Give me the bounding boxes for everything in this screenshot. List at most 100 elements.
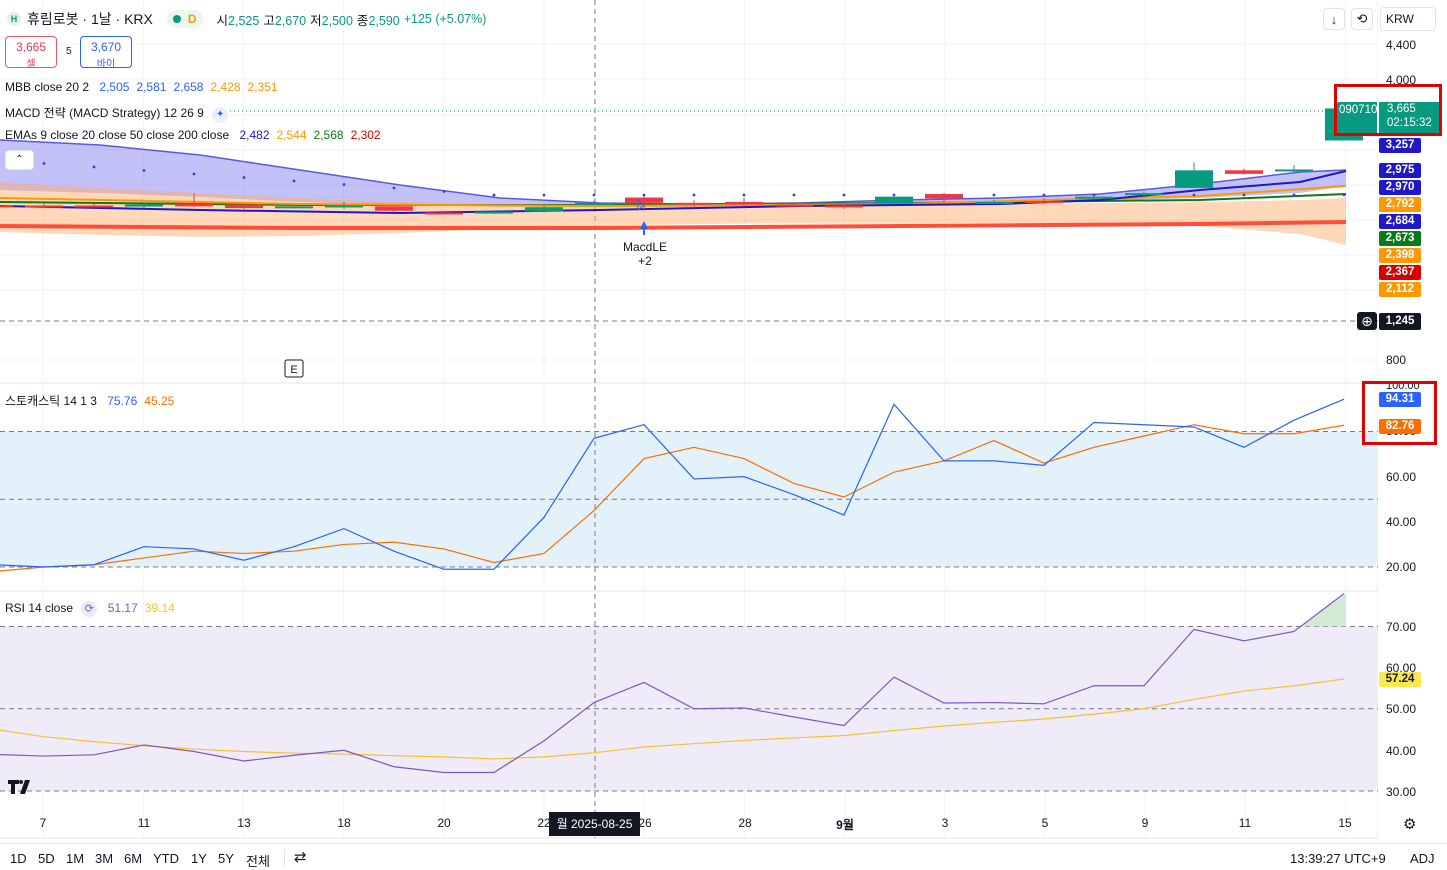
candle-body bbox=[25, 205, 63, 208]
symbol-code-label: 090710 bbox=[1339, 104, 1378, 116]
indicator-price-label: 2,673 bbox=[1379, 231, 1421, 246]
candle-body bbox=[375, 206, 413, 211]
time-tick: 28 bbox=[738, 816, 752, 830]
mbb-dot bbox=[1192, 193, 1196, 197]
buy-signal-arrow-icon bbox=[640, 221, 648, 235]
range-button-전체[interactable]: 전체 bbox=[246, 854, 270, 869]
sell-button[interactable]: 3,665 셀 bbox=[5, 36, 57, 70]
mbb-dot bbox=[1242, 193, 1246, 197]
legend-macd[interactable]: MACD 전략 (MACD Strategy) 12 26 9 ✦ bbox=[5, 104, 229, 123]
price-tick: 4,000 bbox=[1386, 73, 1417, 87]
time-tick: 11 bbox=[137, 816, 151, 830]
range-button-3M[interactable]: 3M bbox=[95, 851, 114, 866]
ohlc-value: 2,590 bbox=[368, 13, 400, 28]
candle-body bbox=[875, 196, 913, 204]
legend-mbb-values: 2,505 2,581 2,658 2,428 2,351 bbox=[92, 80, 277, 94]
mbb-dot bbox=[1342, 193, 1346, 197]
indicator-price-label: 2,112 bbox=[1379, 282, 1421, 297]
legend-value: 39.14 bbox=[144, 601, 175, 615]
range-button-6M[interactable]: 6M bbox=[124, 851, 143, 866]
legend-emas[interactable]: EMAs 9 close 20 close 50 close 200 close… bbox=[5, 128, 381, 142]
date-range-icon[interactable]: ⇄ bbox=[294, 849, 307, 866]
range-button-1Y[interactable]: 1Y bbox=[191, 851, 207, 866]
refresh-icon[interactable]: ⟳ bbox=[81, 601, 98, 617]
ema-200-line bbox=[0, 220, 1347, 230]
ohlc-values: 시2,525 고2,670 저2,500 종2,590 bbox=[217, 10, 404, 29]
time-tick: 26 bbox=[638, 816, 652, 830]
mbb-dot bbox=[392, 186, 396, 190]
stoch-d-label: 82.76 bbox=[1379, 419, 1421, 434]
stoch-tick: 20.00 bbox=[1386, 560, 1417, 574]
add-alert-icon[interactable]: ⊕ bbox=[1357, 312, 1377, 330]
mbb-dot bbox=[742, 193, 746, 197]
mbb-dot bbox=[592, 193, 596, 197]
range-button-1M[interactable]: 1M bbox=[66, 851, 85, 866]
chart-canvas[interactable]: MacdLE+2 E bbox=[0, 0, 1378, 840]
adj-toggle[interactable]: ADJ bbox=[1410, 851, 1435, 866]
ohlc-value: 2,500 bbox=[321, 13, 353, 28]
legend-value: 2,568 bbox=[313, 128, 344, 142]
ohlc-value: 2,525 bbox=[228, 13, 260, 28]
indicator-price-label: 2,684 bbox=[1379, 214, 1421, 229]
legend-stochastic[interactable]: 스토캐스틱 14 1 3 75.76 45.25 bbox=[5, 392, 174, 409]
ohlc-label: 저 bbox=[310, 13, 322, 28]
sell-label: 셀 bbox=[26, 59, 36, 70]
legend-value: 2,658 bbox=[173, 80, 204, 94]
mbb-dot bbox=[342, 183, 346, 186]
legend-macd-title: MACD 전략 (MACD Strategy) 12 26 9 bbox=[5, 106, 204, 120]
sell-price: 3,665 bbox=[15, 40, 47, 54]
earnings-marker[interactable] bbox=[284, 359, 304, 378]
chart-settings-icon[interactable]: ⚙ bbox=[1403, 816, 1417, 833]
time-tick: 9 bbox=[1141, 816, 1149, 830]
mbb-dot bbox=[492, 193, 496, 197]
legend-emas-values: 2,482 2,544 2,568 2,302 bbox=[232, 128, 380, 142]
symbol-title[interactable]: 휴림로봇 · 1날 · KRX bbox=[27, 11, 153, 27]
range-button-YTD[interactable]: YTD bbox=[153, 851, 179, 866]
candle-body bbox=[825, 205, 863, 208]
range-button-5D[interactable]: 5D bbox=[38, 851, 55, 866]
legend-stoch-title: 스토캐스틱 14 1 3 bbox=[5, 394, 97, 408]
symbol-header: H 휴림로봇 · 1날 · KRX D 시2,525 고2,670 저2,500 종2… bbox=[0, 6, 490, 32]
mbb-dot bbox=[692, 193, 696, 197]
time-tick: 20 bbox=[437, 816, 451, 830]
mbb-dot bbox=[792, 193, 796, 197]
market-open-dot-icon bbox=[172, 15, 181, 23]
tradingview-logo-icon[interactable] bbox=[8, 780, 40, 797]
candle-body bbox=[1025, 201, 1063, 204]
currency-select[interactable]: KRW bbox=[1380, 7, 1436, 31]
refresh-chart-icon[interactable]: ⟲ bbox=[1351, 8, 1373, 30]
legend-value: 2,544 bbox=[276, 128, 307, 142]
earnings-marker-letter: E bbox=[290, 364, 297, 376]
legend-rsi-values: 51.17 39.14 bbox=[101, 601, 175, 615]
mbb-dot bbox=[92, 165, 96, 169]
range-button-1D[interactable]: 1D bbox=[10, 851, 27, 866]
legend-mbb[interactable]: MBB close 20 2 2,505 2,581 2,658 2,428 2,351 bbox=[5, 80, 278, 94]
market-status-badge[interactable]: D bbox=[166, 10, 203, 28]
candle-body bbox=[1175, 170, 1213, 188]
candle-body bbox=[0, 205, 13, 208]
buy-button[interactable]: 3,670 바이 bbox=[80, 36, 132, 70]
time-tick: 7 bbox=[39, 816, 47, 830]
candle-body bbox=[1075, 196, 1113, 199]
legend-value: 45.25 bbox=[144, 394, 175, 408]
buy-label: 바이 bbox=[96, 59, 116, 70]
price-tick: 800 bbox=[1386, 353, 1407, 367]
candle-body bbox=[1125, 193, 1163, 196]
legend-rsi[interactable]: RSI 14 close ⟳ 51.17 39.14 bbox=[5, 601, 175, 617]
clock-time[interactable]: 13:39:27 UTC+9 bbox=[1290, 851, 1386, 866]
strategy-icon[interactable]: ✦ bbox=[212, 107, 229, 123]
ohlc-label: 종 bbox=[356, 13, 369, 28]
stoch-k-label: 94.31 bbox=[1379, 392, 1421, 407]
collapse-legend-button[interactable]: ⌃ bbox=[5, 150, 34, 170]
candle-body bbox=[625, 197, 663, 203]
crosshair-date-label: 월 2025-08-25 bbox=[549, 812, 640, 836]
mbb-dot bbox=[1292, 193, 1296, 197]
legend-stoch-values: 75.76 45.25 bbox=[100, 394, 174, 408]
price-change: +125 (+5.07%) bbox=[403, 12, 487, 26]
range-button-5Y[interactable]: 5Y bbox=[218, 851, 234, 866]
candle-body bbox=[925, 194, 963, 199]
mbb-dot bbox=[192, 172, 196, 176]
download-icon[interactable]: ↓ bbox=[1323, 8, 1345, 30]
currency-value: KRW bbox=[1386, 12, 1414, 26]
rsi-tick: 60.00 bbox=[1386, 661, 1417, 675]
